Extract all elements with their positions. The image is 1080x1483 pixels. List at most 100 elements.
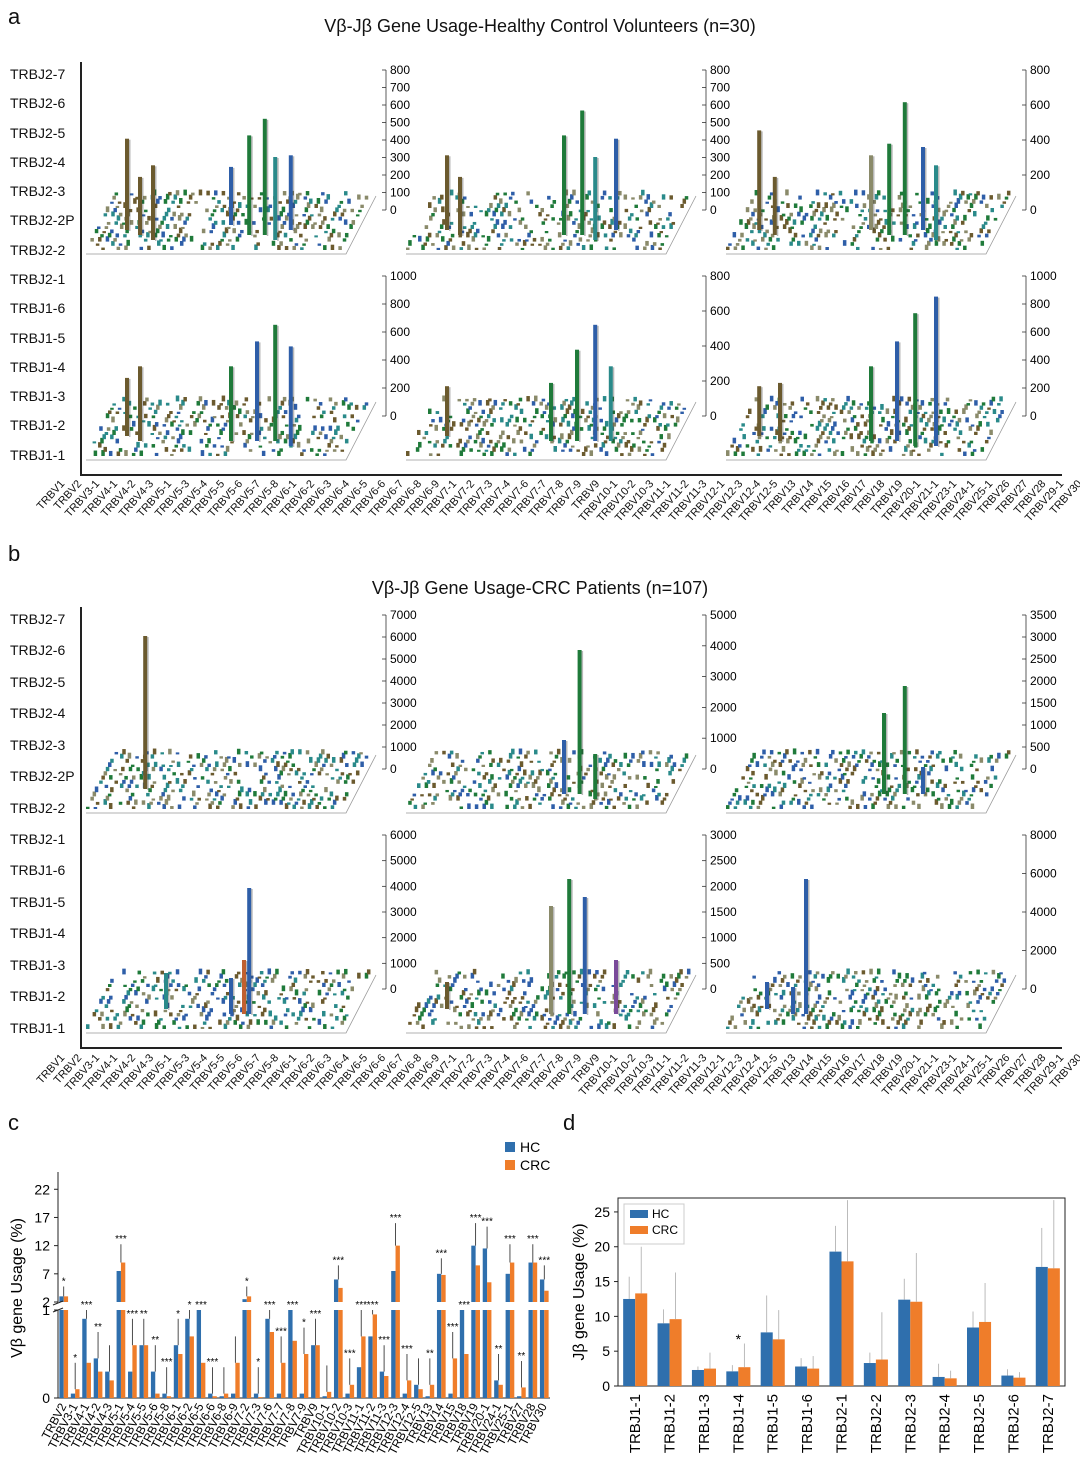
- floor-bar: [442, 219, 446, 225]
- floor-bar: [127, 1004, 132, 1008]
- floor-bar: [664, 1012, 669, 1017]
- floor-bar: [133, 406, 137, 410]
- floor-bar: [521, 979, 526, 983]
- floor-bar: [970, 774, 975, 780]
- floor-bar: [849, 406, 854, 410]
- floor-bar: [534, 1011, 539, 1017]
- floor-bar: [317, 989, 322, 996]
- floor-bar: [427, 232, 432, 238]
- floor-bar: [530, 420, 535, 423]
- peak-bar: [887, 143, 892, 235]
- floor-bar: [730, 1015, 734, 1021]
- floor-bar: [838, 1000, 843, 1004]
- significance-marker: ***: [287, 1300, 299, 1311]
- floor-bar: [160, 752, 164, 755]
- floor-bar: [957, 241, 962, 246]
- floor-bar: [182, 236, 186, 242]
- floor-bar: [559, 996, 563, 1000]
- floor-bar: [444, 245, 448, 250]
- peak-bar: [138, 366, 142, 441]
- floor-bar: [477, 1019, 481, 1025]
- floor-bar: [966, 1002, 970, 1008]
- floor-bar: [280, 430, 285, 435]
- floor-bar: [186, 201, 191, 204]
- floor-bar: [608, 224, 612, 229]
- floor-bar: [529, 230, 534, 234]
- floor-bar: [486, 444, 491, 448]
- floor-bar: [267, 396, 272, 402]
- floor-bar: [837, 797, 841, 801]
- floor-bar: [313, 398, 317, 402]
- floor-bar: [259, 971, 264, 975]
- floor-bar: [770, 233, 775, 238]
- floor-bar: [454, 771, 458, 776]
- floor-bar: [236, 192, 241, 196]
- floor-bar: [338, 776, 342, 780]
- floor-bar: [622, 802, 626, 805]
- floor-bar: [868, 1017, 872, 1021]
- floor-bar: [638, 195, 643, 200]
- peak-bar: [273, 324, 278, 441]
- floor-bar: [778, 984, 783, 987]
- floor-bar: [809, 204, 813, 208]
- floor-bar: [148, 230, 152, 234]
- floor-bar: [998, 414, 1002, 419]
- floor-bar: [775, 429, 779, 435]
- floor-bar: [462, 974, 467, 979]
- floor-bar: [505, 997, 510, 1000]
- floor-bar: [778, 762, 783, 767]
- floor-bar: [971, 1009, 976, 1013]
- floor-bar: [552, 435, 556, 440]
- floor-bar: [301, 1006, 305, 1013]
- floor-bar: [994, 758, 999, 763]
- floor-bar: [858, 214, 862, 217]
- floor-bar: [982, 415, 987, 419]
- floor-bar: [448, 238, 453, 242]
- floor-bar: [231, 215, 235, 221]
- floor-bar: [222, 983, 227, 987]
- floor-bar: [536, 776, 540, 780]
- floor-bar: [295, 193, 300, 200]
- floor-bar: [581, 776, 586, 780]
- floor-bar: [562, 973, 566, 979]
- floor-bar: [526, 781, 530, 784]
- peak-bar: [577, 650, 582, 794]
- y-axis-title: Jβ gene Usage (%): [571, 1223, 588, 1360]
- floor-bar: [616, 768, 621, 772]
- floor-bar: [110, 407, 114, 410]
- floor-bar: [751, 446, 755, 452]
- floor-bar: [752, 975, 756, 979]
- floor-bar: [302, 243, 306, 246]
- significance-marker: **: [94, 1322, 102, 1333]
- floor-bar: [871, 994, 875, 1000]
- floor-bar: [965, 417, 969, 423]
- floor-bar: [880, 980, 884, 983]
- floor-bar: [171, 436, 175, 440]
- floor-bar: [530, 770, 535, 776]
- floor-bar: [599, 418, 603, 423]
- floor-bar: [248, 449, 253, 452]
- floor-bar: [140, 199, 145, 204]
- floor-bar: [657, 792, 661, 797]
- floor-bar: [474, 804, 479, 809]
- floor-bar: [114, 780, 118, 784]
- z-tick-label: 4000: [710, 639, 737, 653]
- floor-bar: [151, 415, 156, 419]
- floor-bar: [672, 762, 677, 767]
- floor-bar: [514, 200, 518, 204]
- floor-bar: [989, 399, 993, 406]
- floor-bar: [127, 400, 132, 406]
- floor-bar: [810, 215, 814, 221]
- floor-bar: [892, 395, 896, 402]
- floor-bar: [856, 803, 860, 809]
- floor-bar: [128, 987, 133, 992]
- panel-a-3d-plots: 8007006005004003002001000800700600500400…: [86, 63, 1057, 461]
- floor-bar: [581, 451, 586, 456]
- floor-bar: [319, 796, 324, 801]
- floor-bar: [526, 396, 530, 402]
- floor-bar: [818, 1009, 823, 1013]
- floor-bar: [634, 204, 638, 208]
- floor-bar: [979, 405, 984, 410]
- floor-bar: [786, 982, 790, 987]
- floor-bar: [435, 411, 440, 414]
